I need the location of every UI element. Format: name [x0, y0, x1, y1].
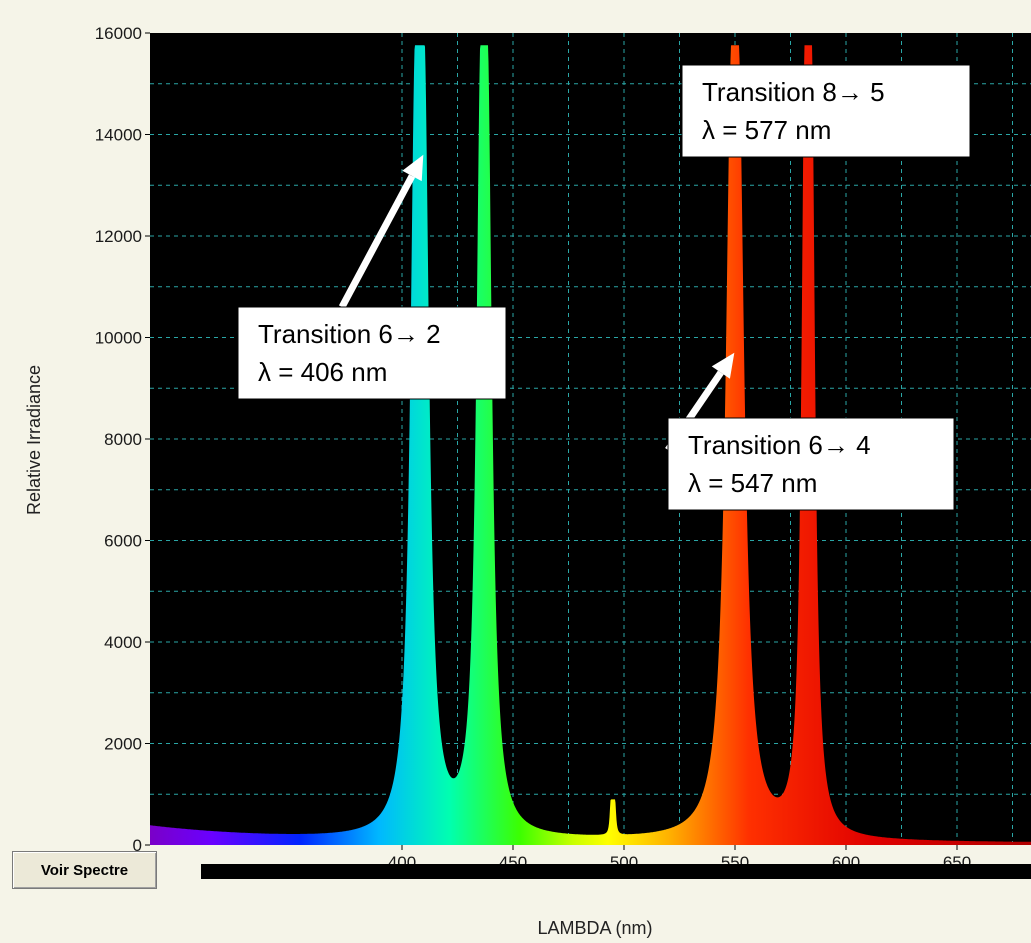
annotation-arrow-head	[711, 352, 735, 379]
annotation-box	[681, 64, 971, 158]
annotation-line1: Transition 8→ 5	[702, 77, 885, 107]
annotation-arrow-head	[402, 154, 424, 182]
annotation-line2: λ = 547 nm	[688, 468, 817, 498]
y-tick-label: 10000	[95, 329, 142, 348]
annotation-box	[667, 417, 955, 511]
y-tick-label: 0	[133, 836, 142, 855]
y-axis-ticks: 0 2000 4000 6000 8000 10000 12000 14000 16000	[95, 24, 150, 855]
annotation-line1: Transition 6→ 4	[688, 430, 871, 460]
y-tick-label: 6000	[104, 532, 142, 551]
y-tick-label: 8000	[104, 430, 142, 449]
y-tick-label: 14000	[95, 126, 142, 145]
x-axis-title: LAMBDA (nm)	[537, 918, 652, 938]
annotations: Transition 6→ 2 λ = 406 nm Transition 8→ 5…	[237, 64, 971, 511]
voir-spectre-button[interactable]: Voir Spectre	[12, 851, 157, 889]
annotation-line1: Transition 6→ 2	[258, 319, 441, 349]
wavelength-bar	[201, 864, 1031, 879]
y-tick-label: 2000	[104, 735, 142, 754]
y-tick-label: 16000	[95, 24, 142, 43]
spectrum-series	[150, 45, 1031, 845]
y-axis-title: Relative Irradiance	[24, 365, 44, 515]
annotation-line2: λ = 406 nm	[258, 357, 387, 387]
annotation-arrow-shaft	[338, 174, 416, 309]
annotation-box	[237, 306, 507, 400]
spectrum-area	[150, 45, 1031, 845]
y-tick-label: 12000	[95, 227, 142, 246]
annotation-line2: λ = 577 nm	[702, 115, 831, 145]
y-tick-label: 4000	[104, 633, 142, 652]
